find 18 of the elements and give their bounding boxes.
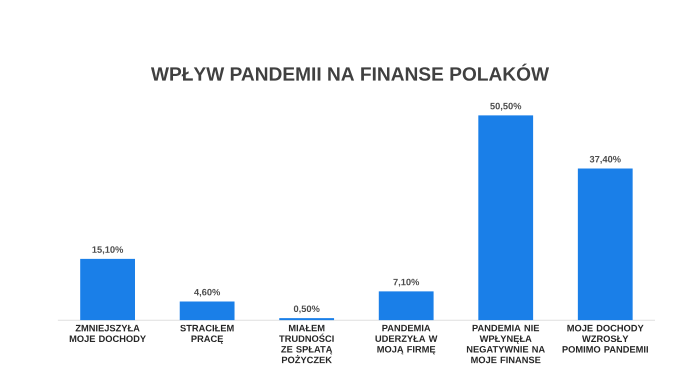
x-tick-label: ZMNIEJSZYŁA MOJE DOCHODY [70,324,146,342]
bar [180,301,235,320]
data-label: 50,50% [490,102,522,111]
data-label: 4,60% [194,288,220,297]
x-tick-label: MIAŁEM TRUDNOŚCI ZE SPŁATĄ POŻYCZEK [279,324,334,364]
chart-title: WPŁYW PANDEMII NA FINANSE POLAKÓW [150,64,550,81]
x-tick-label: MOJE DOCHODY WZROSŁY POMIMO PANDEMII [562,324,648,353]
bar [80,258,136,320]
x-tick-label: STRACIŁEM PRACĘ [180,324,234,344]
bar [578,168,633,320]
data-label: 15,10% [92,246,124,254]
x-tick-label: PANDEMIA UDERZYŁA W MOJĄ FIRMĘ [376,324,438,354]
data-label: 7,10% [393,278,420,287]
bar [478,115,534,320]
bar [378,291,434,320]
data-label: 0,50% [294,305,320,314]
data-label: 37,40% [590,156,621,164]
x-tick-label: PANDEMIA NIE WPŁYNĘŁA NEGATYWNIE NA MOJE FINANSE [466,324,545,364]
